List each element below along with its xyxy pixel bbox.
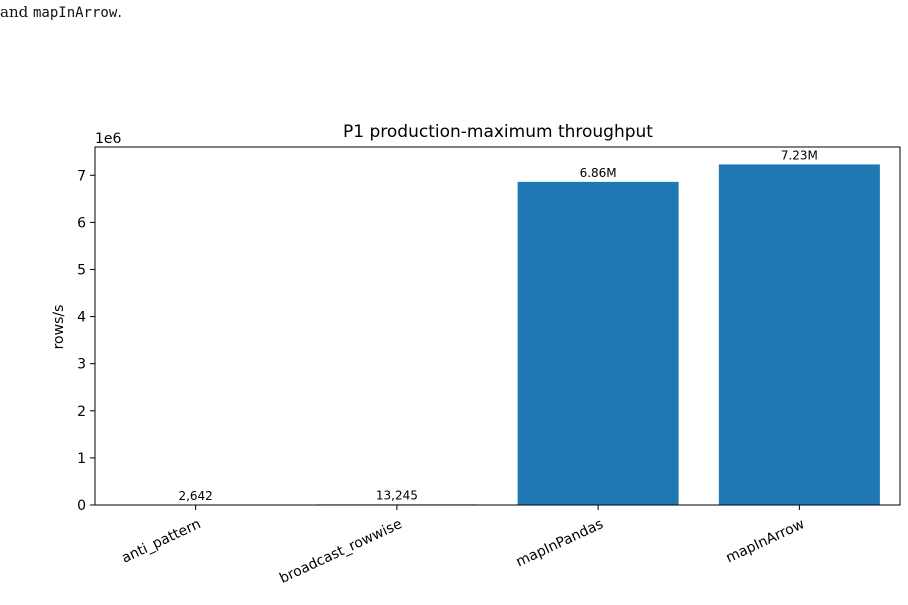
y-axis-label: rows/s (51, 305, 67, 350)
bars-group (115, 164, 880, 505)
x-tick-label: broadcast_rowwise (277, 516, 404, 587)
bar-labels-group: 2,642 13,245 6.86M 7.23M (178, 148, 817, 502)
y-tick-label: 2 (77, 404, 86, 420)
bar-value-label: 6.86M (580, 166, 617, 180)
bar-value-label: 2,642 (178, 489, 212, 503)
bar-mapInArrow (718, 164, 880, 505)
text-suffix: . (117, 3, 123, 21)
y-axis-offset-text: 1e6 (95, 131, 122, 147)
y-tick-label: 7 (77, 168, 86, 184)
y-tick-label: 4 (77, 310, 86, 326)
x-tick-label: mapInPandas (514, 516, 606, 570)
x-tick-label: anti_pattern (119, 516, 203, 567)
y-tick-label: 6 (77, 215, 86, 231)
bar-value-label: 7.23M (781, 148, 818, 162)
y-tick-label: 3 (77, 357, 86, 373)
bar-value-label: 13,245 (376, 488, 418, 502)
y-tick-label: 1 (77, 451, 86, 467)
text-fragment: and mapInArrow. (0, 2, 122, 23)
x-tick-label: mapInArrow (724, 516, 807, 566)
y-tick-label: 0 (77, 498, 86, 514)
text-prefix: and (0, 3, 33, 21)
inline-code: mapInArrow (32, 5, 118, 21)
bar-mapInPandas (517, 181, 679, 505)
y-axis-ticks: 0 1 2 3 4 5 6 7 (77, 168, 95, 514)
chart-title: P1 production-maximum throughput (343, 122, 653, 142)
x-axis-ticks: anti_pattern broadcast_rowwise mapInPandas… (119, 505, 807, 587)
y-tick-label: 5 (77, 262, 86, 278)
plot-frame (94, 146, 901, 506)
